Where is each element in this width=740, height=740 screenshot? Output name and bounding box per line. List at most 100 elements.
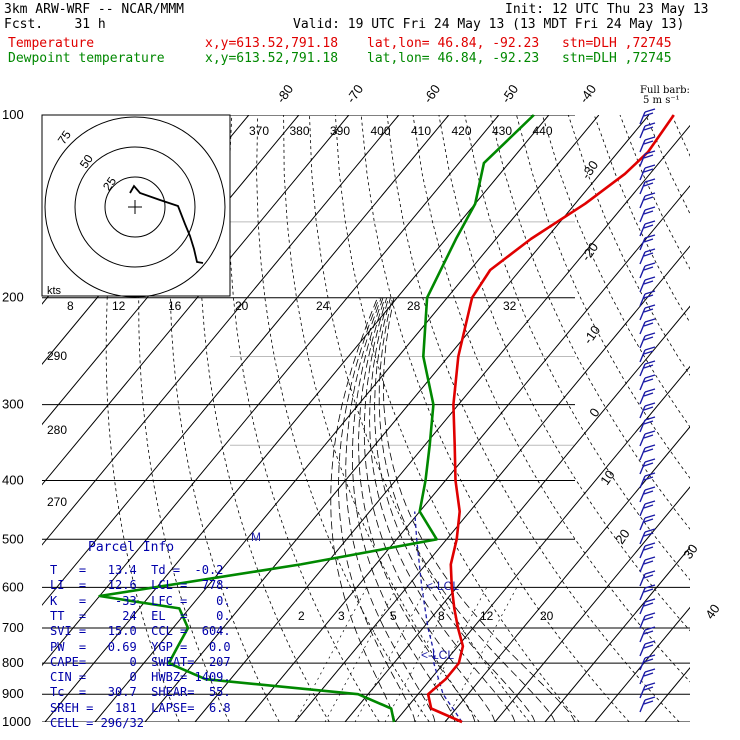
wind-barb-staff bbox=[639, 447, 646, 461]
dry-adiabat-line bbox=[169, 115, 280, 722]
wind-barb-flag bbox=[643, 546, 654, 551]
isotherm-line bbox=[44, 115, 550, 722]
wind-barb-staff bbox=[639, 419, 646, 433]
mixing-ratio-low-label: 20 bbox=[540, 609, 554, 623]
hodograph-trace bbox=[129, 184, 204, 264]
wind-barb-flag bbox=[644, 584, 656, 589]
dry-adiabat-line bbox=[283, 115, 480, 722]
wind-barb-staff bbox=[639, 629, 646, 643]
pressure-label: 600 bbox=[2, 579, 24, 594]
wind-barb-flag bbox=[644, 528, 656, 533]
dry-adiabat-line bbox=[438, 115, 690, 632]
wind-barb-staff bbox=[639, 167, 646, 181]
wind-barb-staff bbox=[639, 517, 646, 531]
wind-barb-flag bbox=[643, 252, 654, 257]
wind-barb-flag bbox=[643, 490, 654, 495]
wind-barb-flag bbox=[644, 318, 656, 323]
wind-barb-flag bbox=[644, 402, 656, 407]
wind-barb-staff bbox=[639, 363, 646, 377]
mixing-ratio-label: 28 bbox=[407, 299, 421, 313]
isotherm-line bbox=[644, 667, 690, 722]
moist-adiabat-line bbox=[378, 297, 556, 722]
wind-barb-staff bbox=[639, 153, 646, 167]
pressure-label: 900 bbox=[2, 686, 24, 701]
wind-barb-staff bbox=[639, 559, 646, 573]
wind-barb-staff bbox=[639, 657, 646, 671]
mixing-ratio-line bbox=[354, 587, 428, 722]
wind-barb-staff bbox=[639, 279, 646, 293]
mixing-ratio-label: 32 bbox=[503, 299, 517, 313]
isotherm-label: 20 bbox=[612, 526, 633, 546]
wind-barb-flag bbox=[643, 518, 654, 523]
dry-adiabat-line bbox=[464, 115, 690, 581]
wind-barb-flag bbox=[644, 640, 656, 645]
mixing-ratio-low-label: 5 bbox=[390, 609, 397, 623]
wind-barb-flag bbox=[644, 164, 656, 169]
hodograph-ring bbox=[44, 116, 226, 298]
wind-barb-flag bbox=[643, 168, 654, 173]
wind-barb-flag bbox=[643, 196, 654, 201]
hodograph-ring bbox=[74, 146, 196, 268]
wind-barb-flag bbox=[644, 332, 656, 337]
isotherm-label: 30 bbox=[680, 541, 701, 561]
wind-barb-staff bbox=[639, 671, 646, 685]
dry-adiabat-line bbox=[567, 115, 690, 376]
wind-barb-flag bbox=[644, 570, 656, 575]
barb-legend: Full barb: bbox=[640, 85, 690, 96]
parcel-info-row: CAPE= 0 SWEAT= 207 bbox=[50, 654, 231, 669]
wind-barb-flag bbox=[644, 360, 656, 365]
wind-barb-staff bbox=[639, 377, 646, 391]
wind-barb-flag bbox=[643, 294, 654, 299]
wind-barb-flag bbox=[644, 444, 656, 449]
isotherm-line bbox=[544, 546, 690, 722]
wind-barb-flag bbox=[644, 626, 656, 631]
mixing-ratio-low-label: 8 bbox=[438, 609, 445, 623]
wind-barb-staff bbox=[639, 111, 646, 125]
hodograph-box bbox=[41, 114, 231, 297]
wind-barb-staff bbox=[639, 405, 646, 419]
wind-barb-flag bbox=[644, 178, 656, 183]
dry-adiabat-line bbox=[386, 115, 680, 722]
wind-barb-staff bbox=[639, 461, 646, 475]
forecast-hour: Fcst. 31 h bbox=[4, 17, 106, 32]
wind-barb-flag bbox=[644, 682, 656, 687]
dry-adiabat-line bbox=[724, 115, 740, 722]
dry-adiabat-line bbox=[490, 115, 690, 530]
dry-adiabat-line bbox=[199, 115, 330, 722]
mixing-ratio-label: 16 bbox=[168, 299, 182, 313]
ccl-label: <-LCL bbox=[426, 579, 459, 593]
moist-adiabat-line bbox=[330, 297, 396, 722]
parcel-info-row: SVI = 15.0 CCL = 604. bbox=[50, 624, 231, 639]
wind-barb-flag bbox=[643, 364, 654, 369]
isotherm-line bbox=[94, 115, 600, 722]
parcel-info-row: PW = 0.69 YGP = 0.0 bbox=[50, 639, 231, 654]
isotherm-label: 10 bbox=[597, 467, 618, 487]
parcel-info-row: SREH = 181 LAPSE= 6.8 bbox=[50, 700, 231, 715]
wind-barb-flag bbox=[644, 500, 656, 505]
wind-barb-flag bbox=[643, 210, 654, 215]
wind-barb-flag bbox=[644, 472, 656, 477]
wind-barb-staff bbox=[639, 545, 646, 559]
dry-adiabat-line bbox=[335, 115, 580, 722]
wind-barb-flag bbox=[643, 238, 654, 243]
theta-e-label: 440 bbox=[533, 124, 553, 138]
wind-barb-flag bbox=[643, 266, 654, 271]
wind-barb-flag bbox=[644, 654, 656, 659]
wind-barb-flag bbox=[644, 262, 656, 267]
dry-adiabat-line bbox=[593, 115, 690, 324]
dry-adiabat-line bbox=[256, 115, 430, 722]
dewpoint-latlon: lat,lon= 46.84, -92.23 bbox=[367, 51, 540, 66]
pressure-label: 400 bbox=[2, 472, 24, 487]
isotherm-line bbox=[494, 486, 690, 722]
wind-barb-staff bbox=[639, 573, 646, 587]
wind-barb-staff bbox=[639, 489, 646, 503]
wind-barb-flag bbox=[643, 420, 654, 425]
parcel-info-row: Tc = 30.7 SHEAR= 55. bbox=[50, 685, 231, 700]
mixing-ratio-label: 20 bbox=[235, 299, 249, 313]
wind-barb-flag bbox=[644, 220, 656, 225]
parcel-info-title: Parcel Info bbox=[88, 540, 175, 555]
dry-adiabat-line bbox=[516, 115, 690, 479]
wind-barb-flag bbox=[643, 602, 654, 607]
wind-barb-flag bbox=[644, 556, 656, 561]
wind-barb-flag bbox=[643, 182, 654, 187]
